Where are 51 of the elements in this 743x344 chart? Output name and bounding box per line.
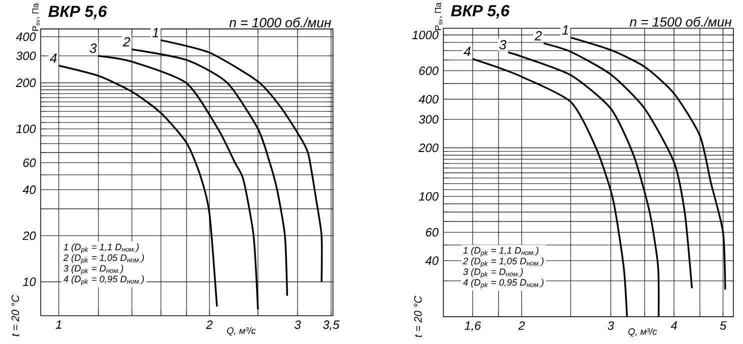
annotation: 1: [152, 28, 158, 38]
x-tick-label: 4: [670, 321, 677, 330]
annotation: 4 (D$_{pk}$ = 0,95 D$_{ном.}$): [463, 278, 544, 289]
annotation: 1 (D$_{pk}$ = 1,1 D$_{ном.}$): [463, 246, 538, 257]
chart-subtitle: n = 1000 об./мин: [229, 17, 332, 28]
y-axis-title: P$_{sv}$, Па: [435, 2, 442, 30]
y-tick-label: 400: [16, 32, 36, 42]
annotation: 4: [50, 54, 57, 63]
x-tick-label: 3: [294, 320, 301, 329]
annotation: 3 (D$_{pk}$ = D$_{ном.}$): [463, 268, 523, 278]
x-axis-title: Q, м³/с: [628, 328, 657, 337]
annotation: 3: [499, 40, 506, 50]
x-axis-title: Q, м³/с: [227, 327, 256, 336]
y-tick-label: 400: [418, 94, 439, 104]
y-tick-label: 100: [16, 124, 36, 134]
y-tick-label: 200: [16, 78, 36, 88]
y-tick-label: 200: [418, 144, 439, 152]
annotation: 4 (D$_{pk}$ = 0,95 D$_{ном.}$): [63, 275, 144, 286]
y-tick-label: 20: [22, 232, 36, 240]
y-tick-label: 1000: [412, 30, 439, 40]
x-tick-label: 3: [608, 321, 614, 330]
annotation: 1: [562, 25, 568, 35]
annotation: 2 (D$_{pk}$ = 1,05 D$_{ном.}$): [462, 258, 544, 268]
annotation: 2 (D$_{pk}$ = 1,05 D$_{ном.}$): [63, 254, 144, 264]
annotation: 2: [534, 31, 542, 40]
y-tick-label: 40: [22, 185, 36, 194]
x-tick-label: 5: [720, 321, 726, 330]
x-tick-label: 2: [206, 320, 213, 329]
chart-title: ВКР 5,6: [451, 5, 510, 19]
y-tick-label: 100: [418, 192, 439, 201]
y-tick-label: 40: [425, 256, 439, 265]
y-axis-title: P$_{sv}$, Па: [32, 3, 40, 31]
y-tick-label: 10: [22, 278, 36, 286]
text: t = 20 °C: [414, 296, 422, 338]
annotation: 3 (D$_{pk}$ = D$_{ном.}$): [64, 264, 124, 275]
x-tick-label: 1,6: [464, 321, 482, 332]
annotation: 3: [90, 44, 97, 53]
annotation: 1 (D$_{pk}$ = 1,1 D$_{ном.}$): [64, 243, 139, 254]
y-tick-label: 600: [419, 66, 439, 76]
x-tick-label: 2: [518, 321, 525, 330]
y-tick-label: 60: [23, 158, 36, 168]
text: t = 20 °C: [12, 294, 20, 336]
annotation: 4: [464, 46, 471, 56]
annotation: 2: [122, 37, 130, 46]
chart-title: ВКР 5,6: [48, 6, 107, 20]
chart-subtitle: n = 1500 об./мин: [630, 16, 732, 27]
y-tick-label: 300: [418, 115, 439, 124]
x-tick-label: 3,5: [323, 320, 340, 330]
y-tick-label: 300: [16, 52, 36, 60]
x-tick-label: 1: [56, 320, 62, 329]
y-tick-label: 60: [426, 228, 439, 236]
